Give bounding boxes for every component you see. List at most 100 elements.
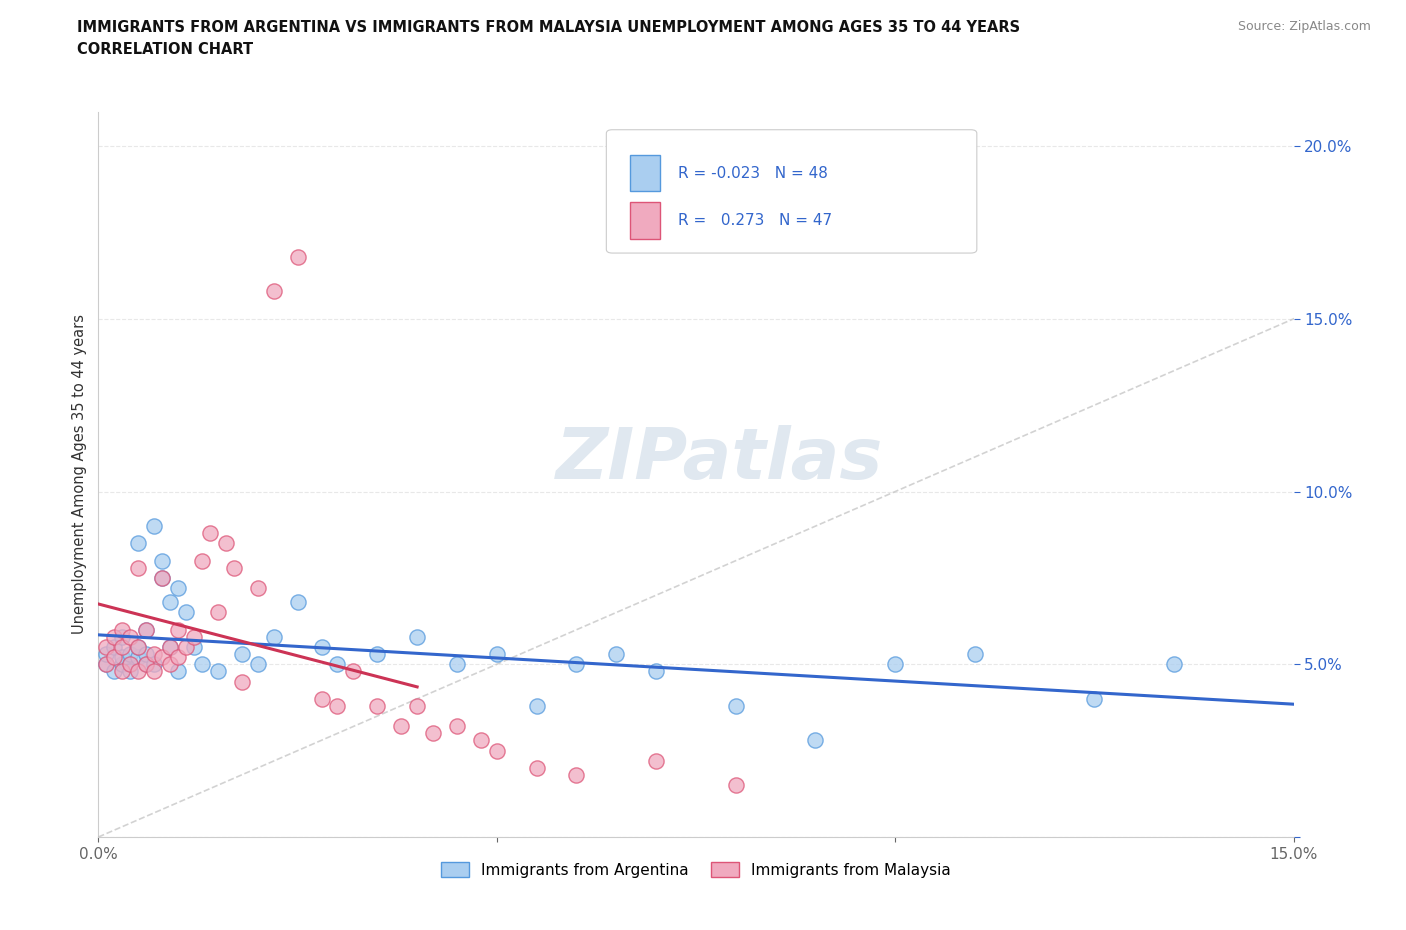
Text: ZIPatlas: ZIPatlas — [557, 425, 883, 494]
Point — [111, 657, 134, 671]
Point — [446, 657, 468, 671]
Point — [96, 640, 118, 655]
Point — [198, 525, 221, 540]
Point — [724, 698, 747, 713]
Point — [446, 719, 468, 734]
Point — [605, 646, 627, 661]
Point — [135, 657, 157, 671]
Point — [207, 664, 229, 679]
Point — [150, 553, 173, 568]
Point — [884, 657, 907, 671]
Point — [485, 646, 508, 661]
Point — [111, 640, 134, 655]
Point — [120, 664, 142, 679]
Point — [167, 664, 190, 679]
Point — [526, 761, 548, 776]
Point — [963, 646, 986, 661]
Point — [135, 657, 157, 671]
Point — [804, 733, 827, 748]
Point — [287, 594, 309, 609]
Point — [111, 630, 134, 644]
Point — [127, 664, 149, 679]
Point — [366, 698, 388, 713]
Point — [263, 630, 285, 644]
Point — [96, 646, 118, 661]
Point — [565, 657, 588, 671]
Point — [167, 622, 190, 637]
Point — [135, 646, 157, 661]
Point — [111, 622, 134, 637]
Point — [150, 570, 173, 585]
Point — [246, 581, 269, 596]
Point — [135, 622, 157, 637]
Point — [1083, 691, 1105, 706]
Point — [159, 640, 181, 655]
Point — [135, 622, 157, 637]
Point — [183, 640, 205, 655]
Point — [127, 640, 149, 655]
Point — [724, 777, 747, 792]
Point — [96, 657, 118, 671]
Point — [470, 733, 492, 748]
Point — [159, 657, 181, 671]
Text: CORRELATION CHART: CORRELATION CHART — [77, 42, 253, 57]
Point — [143, 519, 166, 534]
Point — [215, 536, 238, 551]
Point — [111, 650, 134, 665]
Point — [96, 657, 118, 671]
Point — [231, 646, 253, 661]
Point — [406, 698, 429, 713]
Point — [127, 650, 149, 665]
Point — [311, 691, 333, 706]
Point — [167, 650, 190, 665]
Point — [246, 657, 269, 671]
Point — [222, 560, 245, 575]
Point — [191, 657, 214, 671]
Point — [127, 640, 149, 655]
Point — [406, 630, 429, 644]
Point — [231, 674, 253, 689]
Point — [143, 664, 166, 679]
Point — [159, 594, 181, 609]
Point — [645, 664, 668, 679]
Point — [150, 570, 173, 585]
Point — [326, 657, 349, 671]
Point — [103, 650, 125, 665]
Point — [167, 581, 190, 596]
Point — [174, 640, 197, 655]
Point — [287, 249, 309, 264]
Legend: Immigrants from Argentina, Immigrants from Malaysia: Immigrants from Argentina, Immigrants fr… — [434, 856, 957, 884]
Point — [103, 664, 125, 679]
FancyBboxPatch shape — [606, 130, 977, 253]
Text: IMMIGRANTS FROM ARGENTINA VS IMMIGRANTS FROM MALAYSIA UNEMPLOYMENT AMONG AGES 35: IMMIGRANTS FROM ARGENTINA VS IMMIGRANTS … — [77, 20, 1021, 35]
Point — [120, 630, 142, 644]
Point — [174, 605, 197, 620]
Bar — [630, 155, 661, 192]
Point — [311, 640, 333, 655]
Point — [565, 767, 588, 782]
Y-axis label: Unemployment Among Ages 35 to 44 years: Unemployment Among Ages 35 to 44 years — [72, 314, 87, 634]
Point — [263, 284, 285, 299]
Point — [1163, 657, 1185, 671]
Point — [485, 743, 508, 758]
Text: R = -0.023   N = 48: R = -0.023 N = 48 — [678, 166, 828, 180]
Point — [159, 640, 181, 655]
Point — [183, 630, 205, 644]
Point — [127, 560, 149, 575]
Point — [389, 719, 412, 734]
Point — [150, 650, 173, 665]
Point — [120, 657, 142, 671]
Text: Source: ZipAtlas.com: Source: ZipAtlas.com — [1237, 20, 1371, 33]
Point — [645, 753, 668, 768]
Point — [326, 698, 349, 713]
Point — [422, 726, 444, 741]
Point — [120, 657, 142, 671]
Point — [342, 664, 364, 679]
Bar — [630, 203, 661, 239]
Point — [103, 630, 125, 644]
Point — [111, 664, 134, 679]
Point — [207, 605, 229, 620]
Point — [103, 640, 125, 655]
Point — [366, 646, 388, 661]
Point — [120, 646, 142, 661]
